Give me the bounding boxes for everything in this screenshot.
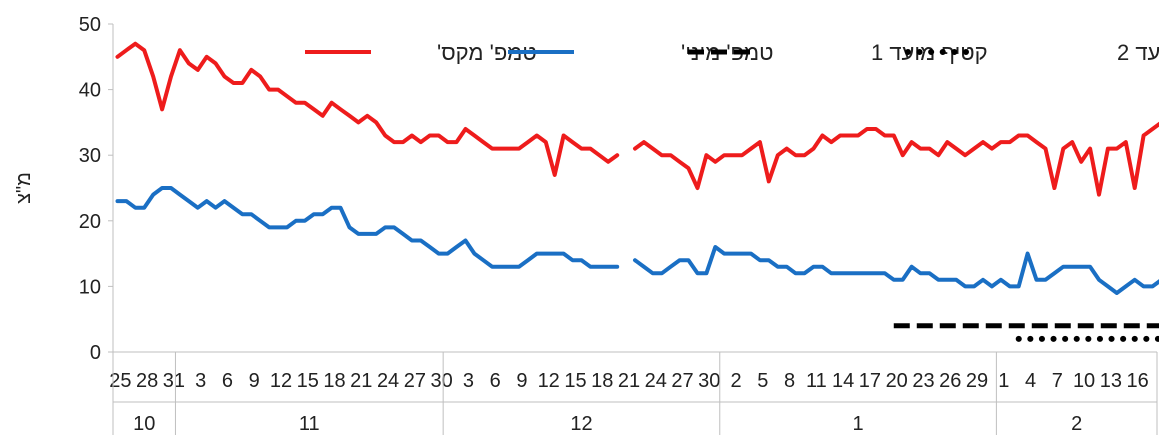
x-tick-label: 24 — [645, 370, 667, 392]
x-tick-label: 23 — [912, 370, 934, 392]
x-tick-label: 28 — [136, 370, 158, 392]
x-tick-label: 6 — [490, 370, 501, 392]
y-tick-label: 20 — [79, 211, 101, 233]
x-tick-label: 29 — [966, 370, 988, 392]
x-tick-label: 30 — [698, 370, 720, 392]
x-tick-label: 12 — [538, 370, 560, 392]
month-label: 10 — [133, 413, 155, 435]
month-label: 11 — [299, 413, 320, 435]
x-tick-label: 25 — [109, 370, 131, 392]
x-tick-label: 27 — [404, 370, 426, 392]
x-tick-label: 3 — [195, 370, 206, 392]
legend-label: קטיף מועד 2 — [1117, 40, 1159, 65]
x-tick-label: 10 — [1073, 370, 1095, 392]
series-line — [115, 41, 620, 177]
x-tick-label: 17 — [859, 370, 881, 392]
x-tick-label: 18 — [591, 370, 613, 392]
x-tick-label: 21 — [618, 370, 640, 392]
month-label: 2 — [1071, 413, 1082, 435]
x-tick-label: 13 — [1100, 370, 1122, 392]
x-tick-label: 7 — [1052, 370, 1063, 392]
x-tick-label: 21 — [350, 370, 372, 392]
x-tick-label: 27 — [671, 370, 693, 392]
x-tick-label: 30 — [430, 370, 452, 392]
x-tick-label: 2 — [731, 370, 742, 392]
series-line — [633, 245, 1159, 295]
x-tick-label: 15 — [564, 370, 586, 392]
plot-area — [115, 41, 1159, 342]
series-line — [115, 186, 620, 269]
x-tick-label: 20 — [886, 370, 908, 392]
x-tick-label: 8 — [784, 370, 795, 392]
y-tick-label: 10 — [79, 276, 101, 298]
x-tick-label: 12 — [270, 370, 292, 392]
y-tick-label: 0 — [90, 342, 101, 364]
x-tick-label: 14 — [832, 370, 854, 392]
x-tick-label: 11 — [806, 370, 827, 392]
legend: טמפ' מקס'טמפ' מיני'קטיף מועד 1קטיף מועד … — [305, 40, 1159, 65]
x-tick-label: 15 — [297, 370, 319, 392]
x-tick-label: 6 — [222, 370, 233, 392]
x-tick-label: 26 — [939, 370, 961, 392]
x-tick-label: 3 — [463, 370, 474, 392]
y-tick-label: 40 — [79, 80, 101, 102]
x-tick-label: 4 — [1025, 370, 1036, 392]
x-tick-label: 24 — [377, 370, 399, 392]
x-tick-label: 1 — [998, 370, 1009, 392]
y-tick-label: 30 — [79, 145, 101, 167]
y-tick-label: 50 — [79, 14, 101, 36]
month-label: 12 — [570, 413, 592, 435]
x-tick-label: 16 — [1126, 370, 1148, 392]
month-label: 1 — [853, 413, 864, 435]
x-tick-label: 18 — [323, 370, 345, 392]
y-axis-title: מ"צ — [13, 172, 35, 204]
x-tick-label: 9 — [249, 370, 260, 392]
series-line — [633, 121, 1159, 197]
x-tick-label: 5 — [757, 370, 768, 392]
x-tick-label: 31 — [163, 370, 185, 392]
x-tick-label: 9 — [516, 370, 527, 392]
